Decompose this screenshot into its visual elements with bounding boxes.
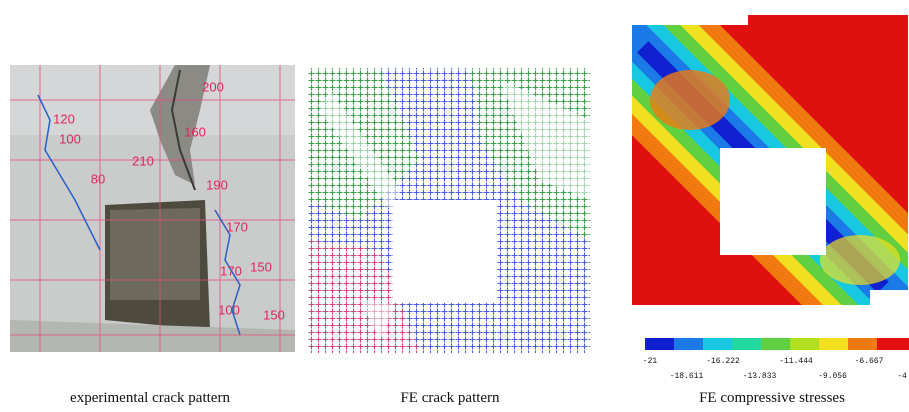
crack-label: 170	[226, 219, 248, 234]
colorbar-label: -21	[643, 357, 658, 366]
crack-label: 170	[220, 263, 242, 278]
figure: 200 120 100 160 210 80 190 170 170 150 100 150	[0, 0, 909, 412]
caption: FE crack pattern	[400, 390, 500, 406]
caption: FE compressive stresses	[699, 390, 845, 406]
colorbar-label: -4	[897, 372, 907, 381]
colorbar-label: -18.611	[670, 372, 704, 381]
colorbar-label: -6.667	[855, 357, 884, 366]
crack-label: 100	[218, 302, 240, 317]
crack-label: 100	[59, 131, 81, 146]
mesh-panel	[308, 68, 590, 353]
colorbar-label: -9.056	[818, 372, 847, 381]
caption: experimental crack pattern	[70, 390, 230, 406]
crack-label: 160	[184, 124, 206, 139]
crack-label: 150	[263, 307, 285, 322]
crack-label: 200	[202, 79, 224, 94]
colorbar-label: -16.222	[706, 357, 740, 366]
colorbar-label: -11.444	[779, 357, 813, 366]
colorbar-label: -13.833	[743, 372, 777, 381]
crack-label: 80	[91, 171, 105, 186]
photo-panel	[10, 65, 295, 352]
crack-label: 190	[206, 177, 228, 192]
contour-panel	[565, 0, 909, 365]
crack-label: 150	[250, 259, 272, 274]
crack-label: 120	[53, 111, 75, 126]
crack-label: 210	[132, 153, 154, 168]
colorbar	[645, 338, 909, 350]
